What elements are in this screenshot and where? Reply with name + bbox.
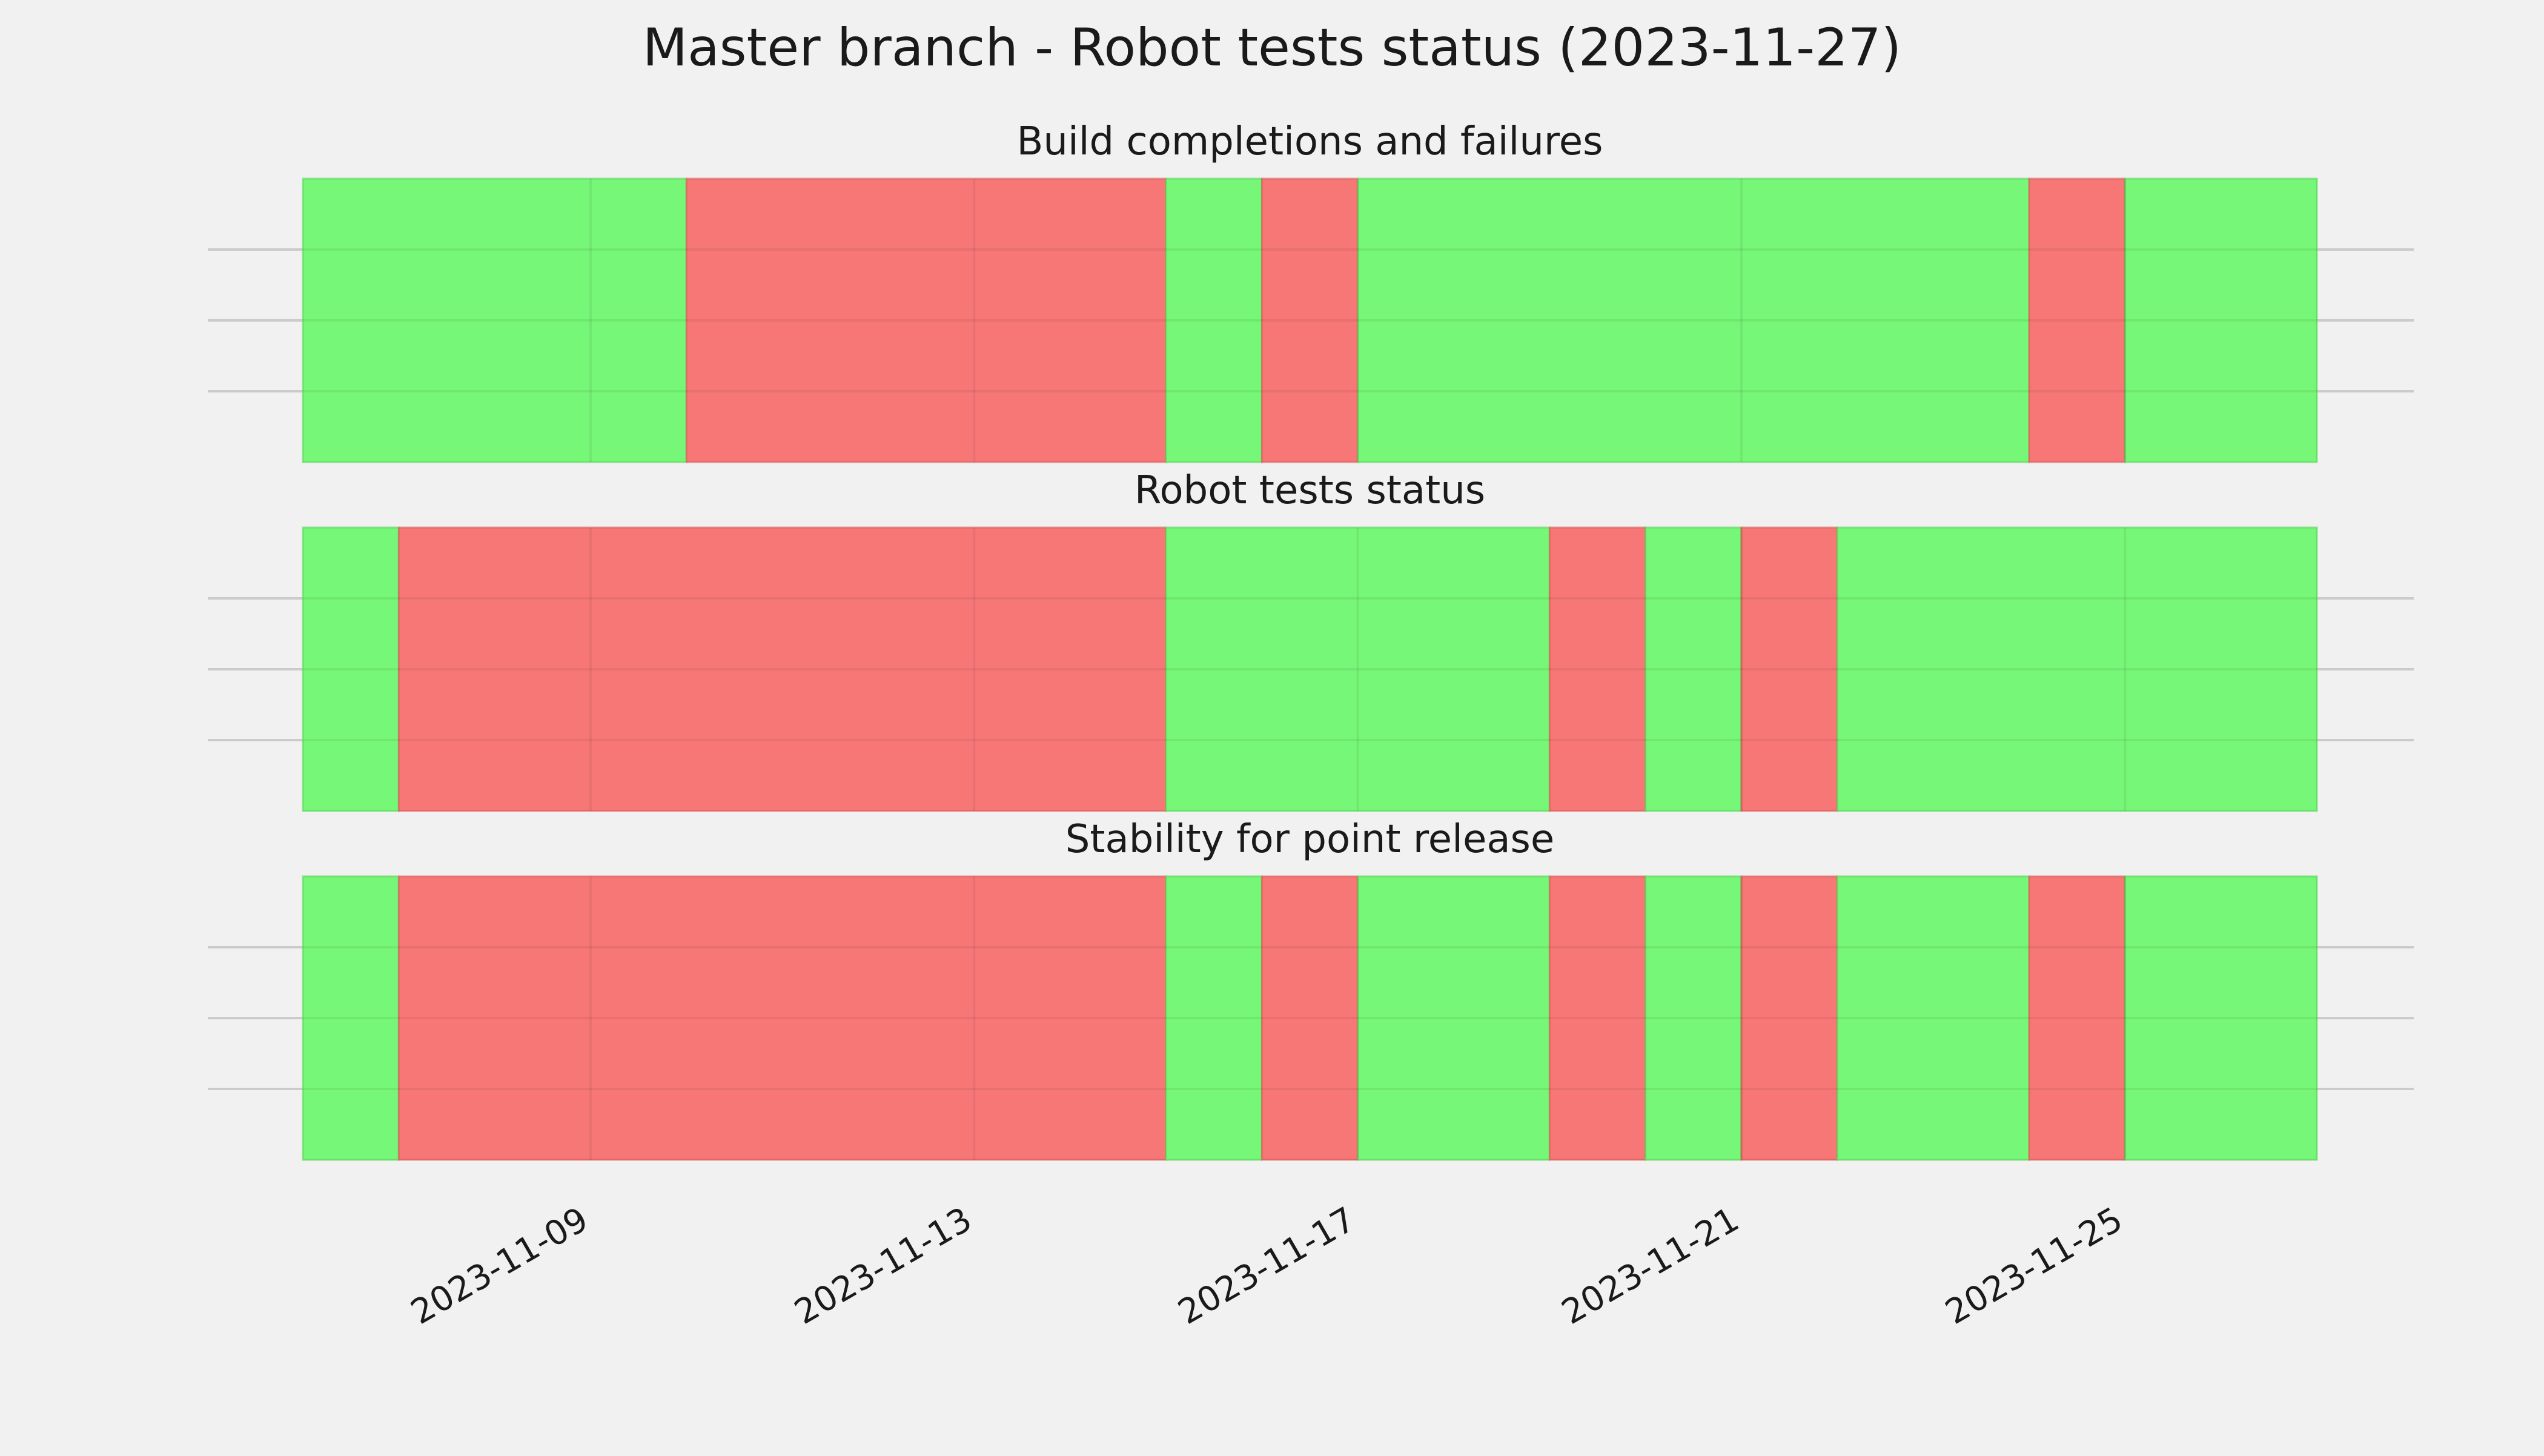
panel-title: Build completions and failures xyxy=(1017,119,1603,164)
segment-fail xyxy=(1740,526,1838,812)
segment-fail xyxy=(397,875,1167,1161)
segment-pass xyxy=(1836,875,2030,1161)
segment-pass xyxy=(1645,526,1743,812)
segment-pass xyxy=(302,177,687,463)
x-tick-label: 2023-11-13 xyxy=(788,1200,978,1332)
segment-fail xyxy=(1548,875,1647,1161)
segment-fail xyxy=(2028,177,2126,463)
segment-fail xyxy=(685,177,1167,463)
segment-pass xyxy=(1645,875,1743,1161)
panel-title: Stability for point release xyxy=(1065,817,1555,862)
x-tick-label: 2023-11-17 xyxy=(1171,1200,1362,1332)
panels-layer: Build completions and failures Robot test… xyxy=(208,119,2414,1161)
segment-pass xyxy=(1165,526,1551,812)
panel-title: Robot tests status xyxy=(1135,468,1485,513)
segment-pass xyxy=(2124,875,2318,1161)
segment-pass xyxy=(2124,177,2318,463)
chart-title: Master branch - Robot tests status (2023… xyxy=(643,18,1901,78)
x-axis: 2023-11-09 2023-11-13 2023-11-17 2023-11-21… xyxy=(405,1200,2130,1332)
segment-pass xyxy=(1165,875,1263,1161)
panel-1: Build completions and failures xyxy=(208,119,2414,463)
x-tick-label: 2023-11-09 xyxy=(405,1200,595,1332)
segment-fail xyxy=(1548,526,1647,812)
segment-pass xyxy=(302,526,400,812)
segment-fail xyxy=(2028,875,2126,1161)
panel-3: Stability for point release xyxy=(208,817,2414,1161)
segment-fail xyxy=(1260,177,1359,463)
segment-pass xyxy=(1357,177,2030,463)
x-tick-label: 2023-11-25 xyxy=(1939,1200,2129,1332)
segment-fail xyxy=(397,526,1167,812)
segment-pass xyxy=(1357,875,1551,1161)
segment-pass xyxy=(1836,526,2318,812)
segment-pass xyxy=(302,875,400,1161)
segment-fail xyxy=(1260,875,1359,1161)
segment-pass xyxy=(1165,177,1263,463)
x-tick-label: 2023-11-21 xyxy=(1555,1200,1746,1332)
panel-2: Robot tests status xyxy=(208,468,2414,812)
